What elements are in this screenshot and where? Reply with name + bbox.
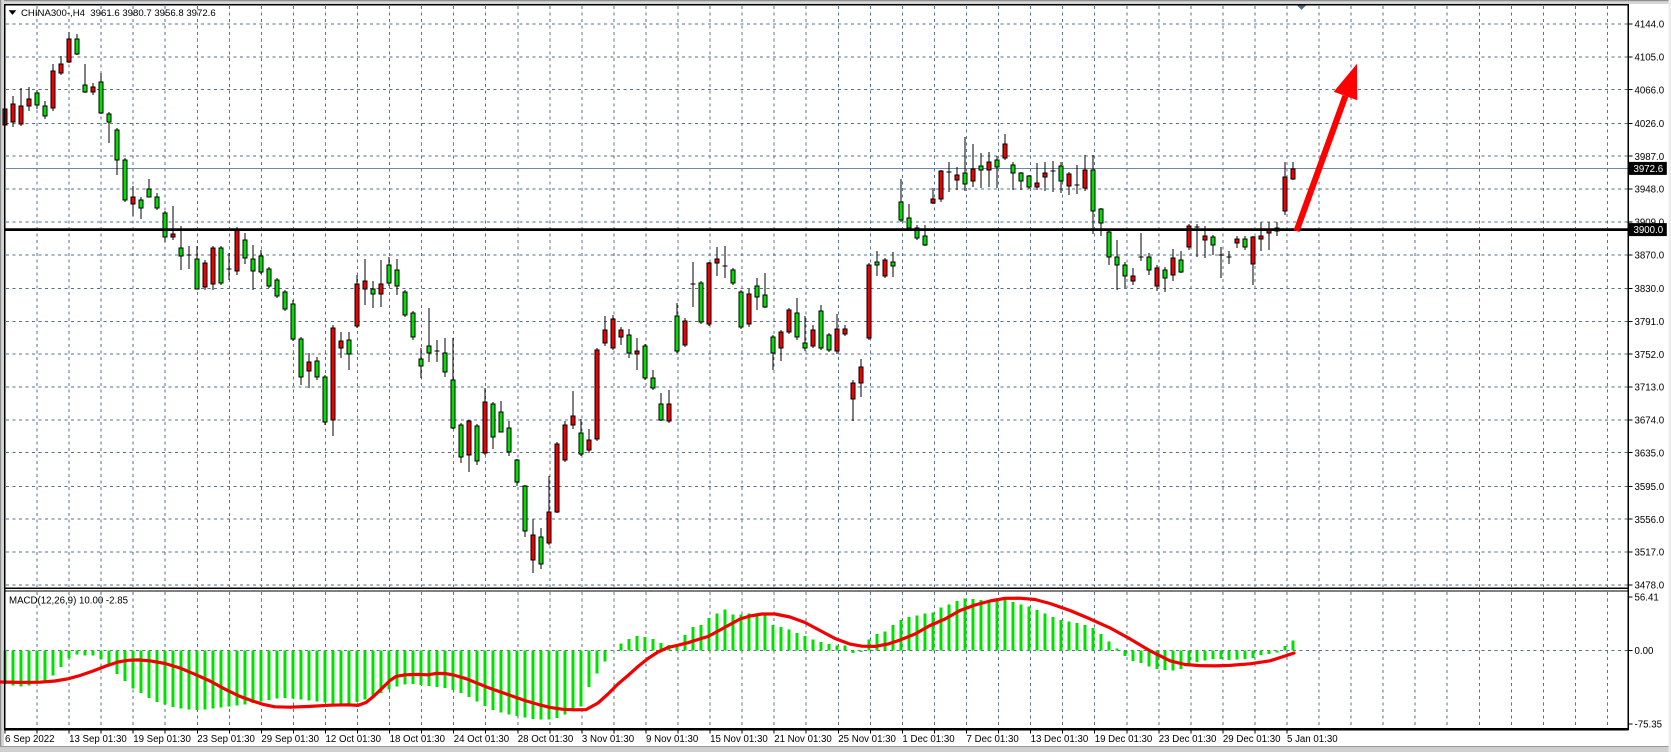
svg-text:3948.0: 3948.0 <box>1635 185 1665 196</box>
svg-text:3556.0: 3556.0 <box>1635 515 1665 526</box>
svg-text:4026.0: 4026.0 <box>1635 119 1665 130</box>
svg-text:3635.0: 3635.0 <box>1635 448 1665 459</box>
svg-text:56.41: 56.41 <box>1635 593 1659 604</box>
svg-text:21 Nov 01:30: 21 Nov 01:30 <box>774 734 832 745</box>
svg-text:3752.0: 3752.0 <box>1635 350 1665 361</box>
svg-text:1 Dec 01:30: 1 Dec 01:30 <box>902 734 955 745</box>
svg-text:19 Sep 01:30: 19 Sep 01:30 <box>133 734 191 745</box>
svg-text:3713.0: 3713.0 <box>1635 383 1665 394</box>
svg-text:CHINA300-,H4 3961.6 3980.7 39: CHINA300-,H4 3961.6 3980.7 3956.8 3972.6 <box>21 8 216 19</box>
svg-text:25 Nov 01:30: 25 Nov 01:30 <box>838 734 896 745</box>
svg-text:23 Dec 01:30: 23 Dec 01:30 <box>1159 734 1217 745</box>
svg-text:6 Sep 2022: 6 Sep 2022 <box>5 734 55 745</box>
svg-text:18 Oct 01:30: 18 Oct 01:30 <box>390 734 446 745</box>
svg-text:15 Nov 01:30: 15 Nov 01:30 <box>710 734 768 745</box>
svg-text:3870.0: 3870.0 <box>1635 250 1665 261</box>
svg-text:7 Dec 01:30: 7 Dec 01:30 <box>967 734 1020 745</box>
svg-text:29 Dec 01:30: 29 Dec 01:30 <box>1223 734 1281 745</box>
svg-text:3478.0: 3478.0 <box>1635 581 1665 592</box>
svg-text:3595.0: 3595.0 <box>1635 482 1665 493</box>
svg-text:3972.6: 3972.6 <box>1634 164 1664 175</box>
svg-text:4105.0: 4105.0 <box>1635 52 1665 63</box>
svg-text:13 Sep 01:30: 13 Sep 01:30 <box>69 734 127 745</box>
svg-text:3987.0: 3987.0 <box>1635 152 1665 163</box>
svg-text:19 Dec 01:30: 19 Dec 01:30 <box>1095 734 1153 745</box>
svg-text:0.00: 0.00 <box>1635 646 1654 657</box>
svg-text:3 Nov 01:30: 3 Nov 01:30 <box>582 734 635 745</box>
svg-text:3791.0: 3791.0 <box>1635 317 1665 328</box>
svg-text:3517.0: 3517.0 <box>1635 548 1665 559</box>
svg-text:MACD(12,26,9) 10.00 -2.85: MACD(12,26,9) 10.00 -2.85 <box>9 595 128 606</box>
svg-text:3674.0: 3674.0 <box>1635 416 1665 427</box>
svg-text:28 Oct 01:30: 28 Oct 01:30 <box>518 734 574 745</box>
svg-text:4066.0: 4066.0 <box>1635 85 1665 96</box>
svg-text:3909.0: 3909.0 <box>1635 218 1665 229</box>
svg-text:4144.0: 4144.0 <box>1635 20 1665 31</box>
svg-text:9 Nov 01:30: 9 Nov 01:30 <box>646 734 699 745</box>
svg-text:29 Sep 01:30: 29 Sep 01:30 <box>261 734 319 745</box>
svg-text:23 Sep 01:30: 23 Sep 01:30 <box>197 734 255 745</box>
svg-text:13 Dec 01:30: 13 Dec 01:30 <box>1031 734 1089 745</box>
svg-text:5 Jan 01:30: 5 Jan 01:30 <box>1287 734 1338 745</box>
svg-text:24 Oct 01:30: 24 Oct 01:30 <box>454 734 510 745</box>
svg-text:3900.0: 3900.0 <box>1634 225 1664 236</box>
svg-text:3830.0: 3830.0 <box>1635 284 1665 295</box>
svg-text:-75.35: -75.35 <box>1635 720 1662 731</box>
svg-text:12 Oct 01:30: 12 Oct 01:30 <box>326 734 382 745</box>
